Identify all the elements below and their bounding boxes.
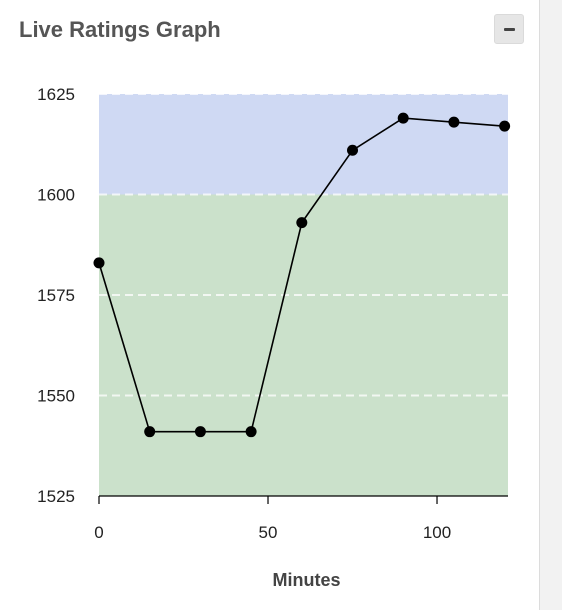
collapse-button[interactable] xyxy=(494,14,524,44)
x-tick-label: 0 xyxy=(94,523,103,542)
data-point xyxy=(245,426,257,438)
y-tick-label: 1625 xyxy=(37,85,75,104)
x-tick-label: 100 xyxy=(423,523,451,542)
upper-rating-band xyxy=(99,94,508,195)
x-tick-label: 50 xyxy=(259,523,278,542)
data-point xyxy=(144,426,156,438)
data-point xyxy=(194,426,206,438)
panel-title: Live Ratings Graph xyxy=(19,17,221,42)
data-point xyxy=(397,112,409,124)
lower-rating-band xyxy=(99,194,508,496)
chart-axes: 1525 1550 1575 1600 1625 0 50 100 xyxy=(37,85,508,542)
panel-header: Live Ratings Graph xyxy=(0,0,540,62)
chart-series xyxy=(93,112,511,438)
data-point xyxy=(296,217,308,229)
data-point xyxy=(499,120,511,132)
y-tick-label: 1550 xyxy=(37,387,75,406)
x-axis-title: Minutes xyxy=(272,570,340,590)
data-point xyxy=(347,144,359,156)
y-tick-label: 1600 xyxy=(37,186,75,205)
data-point xyxy=(93,257,105,269)
chart-gridlines xyxy=(99,93,508,397)
y-tick-label: 1575 xyxy=(37,286,75,305)
ratings-chart: 1525 1550 1575 1600 1625 0 50 100 Minutes xyxy=(37,85,511,590)
chart-bands xyxy=(99,94,508,496)
data-point xyxy=(448,116,460,128)
ratings-panel: Live Ratings Graph 1525 1550 1575 1600 1625 0… xyxy=(0,0,540,610)
minus-icon xyxy=(504,28,515,31)
y-tick-label: 1525 xyxy=(37,487,75,506)
